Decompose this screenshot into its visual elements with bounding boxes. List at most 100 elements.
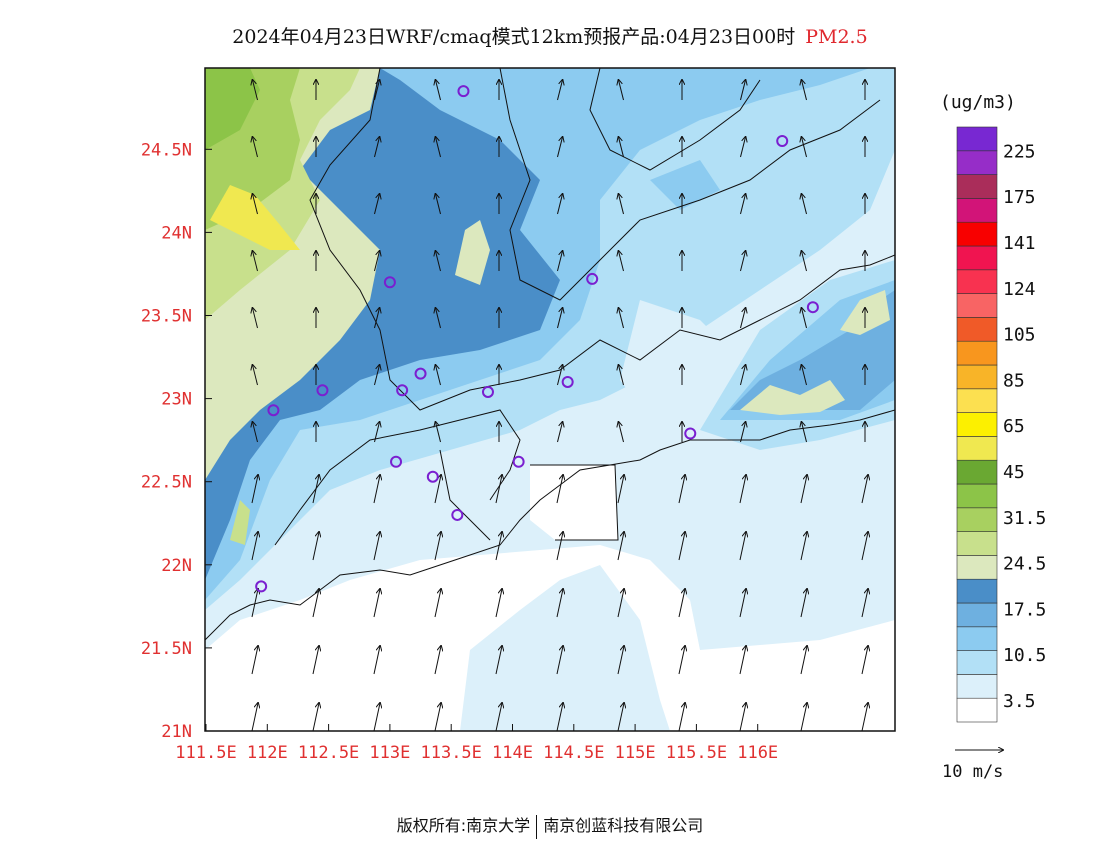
wind-arrow: [434, 532, 441, 561]
wind-arrow: [436, 80, 441, 101]
wind-arrow: [557, 308, 563, 329]
colorbar-swatch: [956, 436, 998, 461]
colorbar-label: 65: [1003, 416, 1025, 437]
monitoring-station-marker: [426, 470, 439, 483]
colorbar-swatch: [956, 269, 998, 294]
colorbar-unit: (ug/m3): [940, 92, 1016, 113]
colorbar-label: 3.5: [1003, 691, 1036, 712]
monitoring-station-marker: [255, 580, 268, 593]
wind-arrow: [436, 137, 441, 158]
monitoring-station-marker: [512, 455, 525, 468]
wind-vectors: [252, 80, 868, 731]
monitoring-station-marker: [383, 276, 396, 289]
wind-arrow: [436, 422, 441, 443]
wind-arrow: [802, 80, 807, 101]
wind-arrow: [739, 703, 746, 731]
wind-arrow: [251, 475, 258, 504]
colorbar-swatch: [956, 293, 998, 318]
pm25-contour-field: [205, 68, 895, 731]
wind-arrow: [557, 251, 563, 272]
wind-arrow: [556, 703, 563, 731]
wind-arrow: [251, 703, 258, 731]
wind-arrow: [436, 308, 441, 329]
colorbar-swatch: [956, 317, 998, 342]
wind-arrow: [739, 475, 746, 504]
colorbar-swatch: [956, 650, 998, 675]
colorbar-swatch: [956, 459, 998, 485]
wind-arrow: [253, 80, 258, 101]
monitoring-station-marker: [586, 272, 599, 285]
wind-arrow: [678, 532, 685, 561]
monitoring-station-marker: [390, 455, 403, 468]
y-tick-label: 24.5N: [141, 140, 192, 160]
wind-arrow: [802, 308, 807, 329]
wind-arrow: [374, 194, 380, 215]
wind-arrow: [495, 532, 502, 561]
wind-arrow: [678, 646, 685, 675]
wind-arrow: [617, 646, 624, 675]
wind-arrow: [557, 137, 563, 158]
wind-arrow: [619, 422, 624, 443]
colorbar-label: 105: [1003, 325, 1036, 346]
colorbar-swatch: [956, 126, 998, 152]
wind-arrow: [802, 251, 807, 272]
wind-arrow: [253, 137, 258, 158]
x-tick-label: 116E: [737, 743, 778, 763]
page-title: 2024年04月23日WRF/cmaq模式12km预报产品:04月23日00时 P…: [0, 22, 1100, 49]
wind-arrow: [740, 365, 746, 386]
wind-arrow: [495, 703, 502, 731]
wind-arrow: [374, 137, 380, 158]
wind-arrow: [861, 703, 868, 731]
wind-arrow: [557, 80, 563, 101]
wind-arrow: [373, 532, 380, 561]
x-tick-label: 113.5E: [420, 743, 481, 763]
wind-arrow: [312, 589, 319, 618]
wind-arrow: [678, 589, 685, 618]
wind-arrow: [619, 194, 624, 215]
wind-arrow: [740, 80, 746, 101]
wind-arrow: [374, 365, 380, 386]
colorbar-swatch: [956, 483, 998, 509]
colorbar-label: 225: [1003, 141, 1036, 162]
title-main: 2024年04月23日WRF/cmaq模式12km预报产品:04月23日00时: [232, 26, 796, 48]
footer-divider: [536, 814, 538, 839]
monitoring-station-marker: [457, 85, 470, 98]
wind-arrow: [800, 532, 807, 561]
wind-arrow: [434, 703, 441, 731]
wind-arrow: [495, 646, 502, 675]
wind-arrow: [373, 646, 380, 675]
colorbar-swatch: [956, 150, 998, 175]
wind-arrow: [800, 589, 807, 618]
wind-arrow: [373, 475, 380, 504]
x-tick-label: 113E: [369, 743, 410, 763]
y-tick-label: 22N: [161, 556, 192, 576]
wind-arrow: [740, 308, 746, 329]
wind-arrow: [434, 475, 441, 504]
wind-arrow: [312, 703, 319, 731]
station-markers: [255, 85, 819, 593]
wind-arrow: [802, 365, 807, 386]
wind-arrow: [556, 589, 563, 618]
colorbar-label: 24.5: [1003, 554, 1046, 575]
wind-arrow: [436, 194, 441, 215]
colorbar-swatch: [956, 221, 998, 247]
y-tick-label: 21.5N: [141, 639, 192, 659]
wind-arrow: [556, 646, 563, 675]
y-tick-label: 21N: [161, 722, 192, 742]
colorbar-swatch: [956, 412, 998, 437]
x-tick-label: 114E: [492, 743, 533, 763]
colorbar-label: 17.5: [1003, 599, 1046, 620]
wind-arrow: [861, 646, 868, 675]
wind-arrow: [619, 137, 624, 158]
colorbar-label: 175: [1003, 187, 1036, 208]
wind-arrow: [802, 137, 807, 158]
colorbar-swatch: [956, 531, 998, 556]
wind-arrow: [373, 589, 380, 618]
colorbar-swatch: [956, 507, 998, 532]
monitoring-station-marker: [451, 508, 464, 521]
title-product: PM2.5: [805, 26, 868, 48]
wind-arrow: [495, 475, 502, 504]
wind-arrow: [619, 251, 624, 272]
wind-arrow: [434, 646, 441, 675]
